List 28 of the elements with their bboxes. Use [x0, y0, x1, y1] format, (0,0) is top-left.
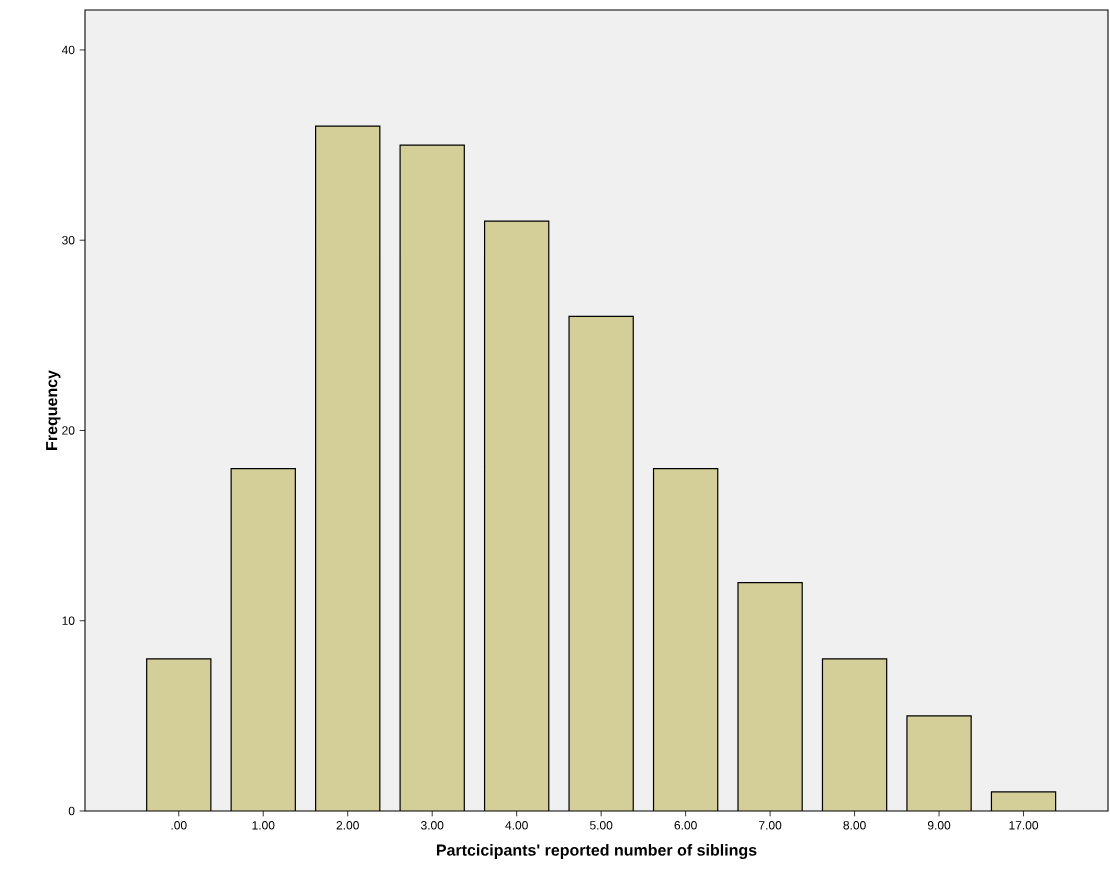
- bar: [653, 468, 718, 811]
- bar: [315, 126, 380, 811]
- y-tick-label: 30: [62, 235, 75, 245]
- bar: [146, 658, 211, 811]
- y-axis-title: Frequency: [46, 370, 61, 450]
- x-tick-label: 2.00: [336, 821, 359, 830]
- y-tick-label: 40: [61, 45, 75, 55]
- x-tick-label: 4.00: [505, 821, 528, 830]
- x-tick-label: 7.00: [759, 821, 782, 830]
- bar: [484, 221, 549, 811]
- x-axis-title: Partcicipants' reported number of siblings: [436, 844, 757, 860]
- x-tick-label: 8.00: [843, 821, 866, 830]
- y-tick-label: 0: [68, 806, 75, 816]
- bar: [822, 658, 887, 811]
- bar: [231, 468, 296, 811]
- x-tick-label: 9.00: [927, 821, 951, 830]
- x-tick-label: .00: [171, 821, 187, 830]
- x-tick-label: 1.00: [252, 821, 275, 830]
- bar: [738, 582, 803, 811]
- bar: [400, 145, 465, 811]
- x-tick-label: 17.00: [1009, 821, 1039, 830]
- y-tick-label: 10: [62, 616, 75, 625]
- x-tick-label: 3.00: [420, 821, 444, 830]
- y-tick-label: 20: [62, 426, 75, 435]
- bar: [569, 316, 634, 811]
- x-tick-label: 6.00: [674, 821, 697, 830]
- x-tick-label: 5.00: [589, 821, 613, 830]
- bar: [906, 715, 972, 811]
